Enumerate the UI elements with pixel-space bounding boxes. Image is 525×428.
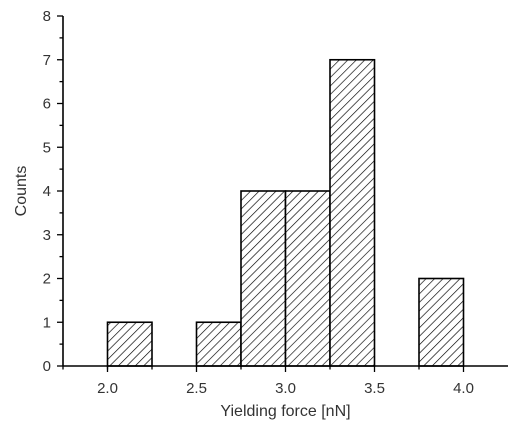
histogram-bar-1 xyxy=(195,321,242,367)
x-tick-label: 3.5 xyxy=(364,380,385,397)
x-axis-tick-labels: 2.0 2.5 3.0 3.5 4.0 xyxy=(97,380,474,397)
y-tick-label: 3 xyxy=(43,227,51,244)
y-tick-label: 8 xyxy=(43,8,51,25)
y-axis-title: Counts xyxy=(13,166,30,217)
y-tick-label: 5 xyxy=(43,139,51,156)
x-tick-label: 3.0 xyxy=(275,380,296,397)
histogram-bar-2 xyxy=(240,190,287,367)
x-tick-label: 2.5 xyxy=(186,380,207,397)
histogram-bar-0 xyxy=(106,321,153,367)
y-tick-label: 4 xyxy=(43,183,51,200)
y-axis-ticks xyxy=(57,15,63,367)
histogram-bar-5 xyxy=(418,277,465,367)
y-axis-tick-labels: 0 1 2 3 4 5 6 7 8 xyxy=(43,8,51,375)
histogram-bar-4 xyxy=(329,58,376,367)
y-tick-label: 1 xyxy=(43,314,51,331)
x-axis-ticks xyxy=(62,366,465,372)
y-tick-label: 6 xyxy=(43,96,51,113)
y-tick-label: 2 xyxy=(43,271,51,288)
bars-group xyxy=(106,58,465,367)
x-tick-label: 4.0 xyxy=(453,380,474,397)
x-axis-title: Yielding force [nN] xyxy=(220,403,350,420)
y-tick-label: 7 xyxy=(43,52,51,69)
y-tick-label: 0 xyxy=(43,358,51,375)
histogram-bar-3 xyxy=(284,190,331,367)
x-tick-label: 2.0 xyxy=(97,380,118,397)
